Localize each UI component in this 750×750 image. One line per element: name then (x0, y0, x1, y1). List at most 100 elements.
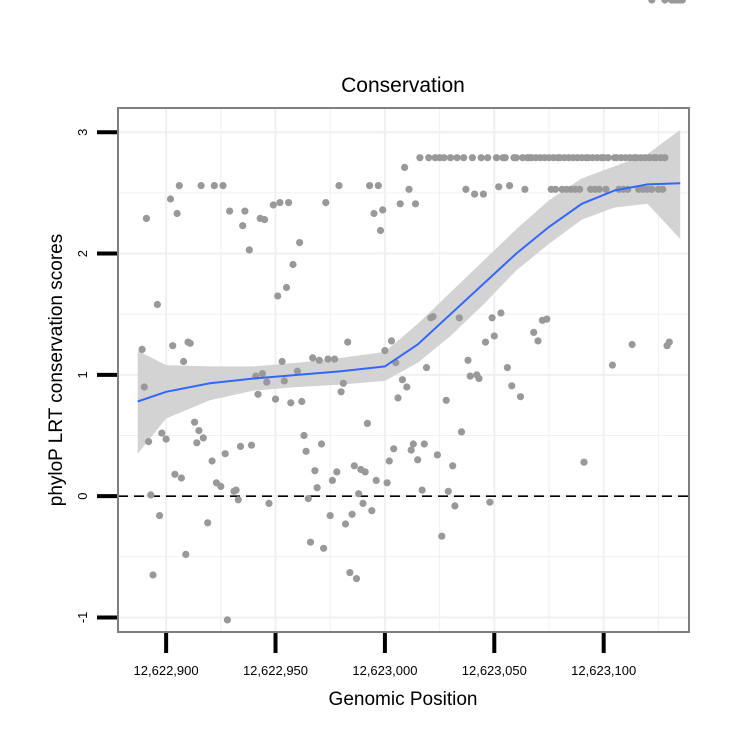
data-point (595, 185, 603, 193)
data-point (331, 355, 339, 363)
data-point (665, 338, 673, 346)
data-point (414, 456, 422, 464)
data-point (335, 182, 343, 190)
data-point (451, 502, 459, 510)
data-point (359, 499, 367, 507)
data-point (352, 575, 361, 583)
data-point (232, 486, 240, 494)
data-point (333, 468, 341, 476)
data-point (390, 445, 398, 453)
data-point (488, 314, 496, 322)
data-point (486, 498, 494, 506)
data-point (425, 154, 433, 162)
data-point (455, 314, 463, 322)
data-point (516, 393, 525, 401)
data-point (210, 182, 218, 190)
data-point (171, 470, 179, 478)
confidence-band-area (137, 129, 681, 454)
data-point (328, 476, 336, 484)
data-point (180, 357, 188, 366)
data-point (241, 207, 249, 215)
data-point (280, 377, 288, 385)
data-point (153, 300, 161, 309)
data-point (278, 357, 286, 366)
data-point (503, 364, 511, 372)
data-point (661, 0, 669, 4)
data-point (580, 458, 588, 466)
data-point (551, 185, 560, 193)
x-tick-label: 12,622,950 (243, 663, 308, 678)
data-point (306, 538, 315, 546)
data-point (234, 496, 242, 504)
data-point (219, 182, 227, 190)
data-point (370, 209, 378, 218)
data-point (420, 440, 428, 448)
data-point (355, 490, 363, 498)
data-point (302, 447, 310, 455)
data-point (492, 154, 501, 162)
data-point (508, 382, 516, 390)
plot-border (117, 107, 690, 633)
data-point (309, 354, 317, 362)
data-point (475, 374, 483, 383)
x-tick-label: 12,623,050 (462, 663, 527, 678)
data-point (276, 199, 284, 207)
data-point (604, 154, 612, 162)
data-point (438, 532, 446, 540)
data-point (385, 457, 393, 465)
data-point (379, 206, 387, 214)
data-point (372, 476, 380, 484)
data-point (217, 482, 225, 490)
data-point (530, 328, 538, 336)
data-point (186, 339, 194, 347)
data-point (195, 427, 203, 435)
data-point (484, 154, 492, 162)
data-point (479, 190, 487, 198)
data-point (405, 185, 413, 193)
data-point (254, 390, 262, 398)
plot-area (117, 0, 690, 633)
data-point (422, 364, 431, 372)
data-point (429, 313, 437, 321)
data-point (418, 486, 426, 494)
data-point (339, 379, 347, 387)
data-point (289, 260, 297, 269)
data-point (322, 199, 330, 207)
data-point (534, 337, 542, 345)
data-point (158, 429, 166, 437)
data-point (317, 440, 326, 448)
data-point (394, 394, 402, 402)
data-point (368, 507, 376, 515)
data-point (361, 468, 369, 476)
data-point (366, 182, 374, 190)
data-point (341, 520, 350, 528)
data-point (444, 487, 452, 495)
data-point (285, 199, 293, 207)
data-point (387, 337, 396, 345)
data-point (648, 0, 656, 4)
x-tick-label: 12,622,900 (134, 663, 199, 678)
data-point (460, 154, 468, 162)
data-point (311, 467, 319, 475)
data-point (145, 438, 153, 446)
data-point (350, 462, 358, 470)
data-point (245, 246, 253, 254)
data-point (409, 440, 417, 448)
data-point (287, 399, 295, 407)
data-point (258, 370, 266, 378)
data-point (263, 378, 271, 386)
data-point (648, 185, 656, 193)
chart-title: Conservation (341, 74, 465, 97)
x-tick-label: 12,623,000 (352, 663, 417, 678)
data-point (247, 441, 256, 449)
data-point (506, 182, 514, 190)
data-point (363, 419, 371, 427)
data-point (177, 474, 185, 482)
data-point (403, 383, 411, 391)
x-tick-label: 12,623,100 (571, 663, 636, 678)
data-point (481, 338, 490, 346)
scatter-points (138, 0, 686, 624)
data-point (304, 495, 312, 503)
y-axis-title: phyloP LRT conservation scores (46, 234, 67, 507)
